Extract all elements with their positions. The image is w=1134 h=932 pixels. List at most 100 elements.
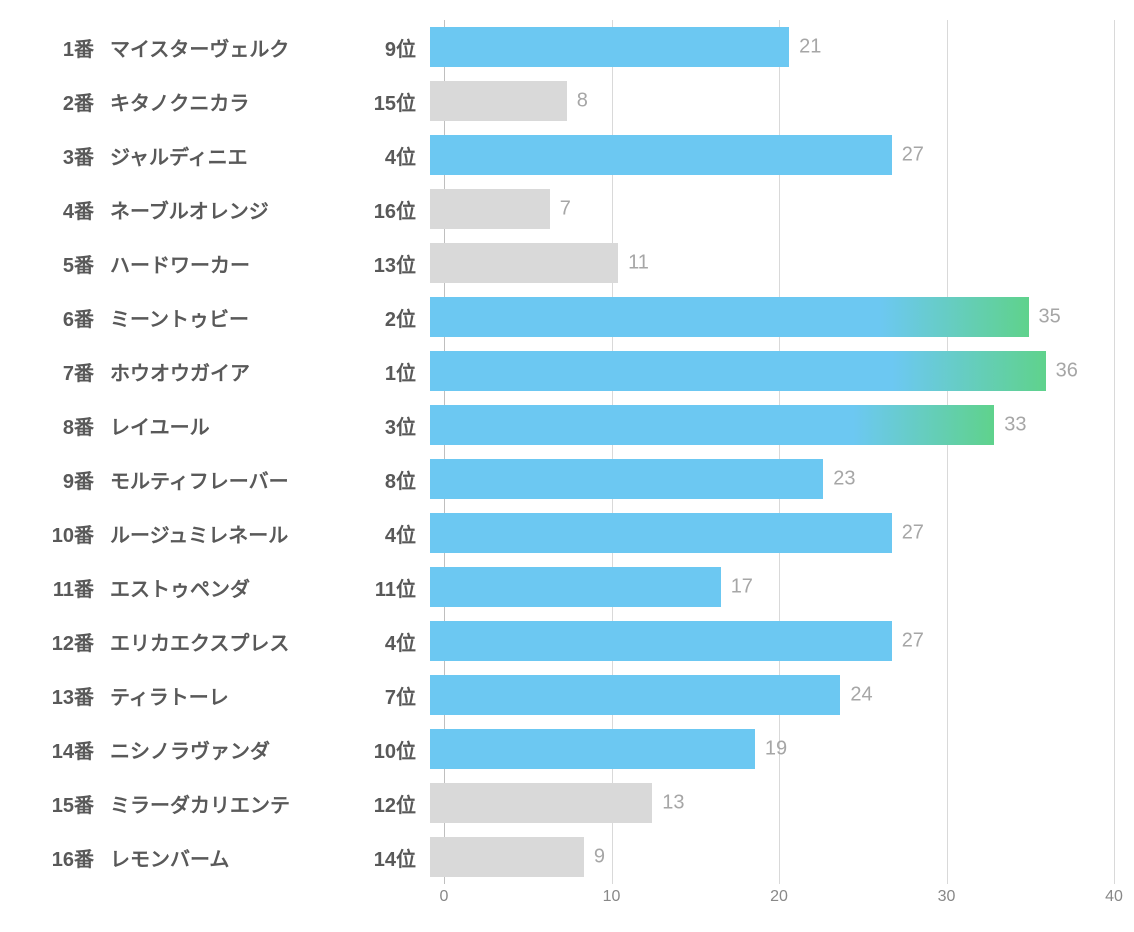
entry-rank: 13位	[330, 249, 430, 278]
chart-row: 1番マイスターヴェルク9位21	[20, 20, 1114, 74]
entry-number: 8番	[20, 411, 100, 440]
entry-number: 7番	[20, 357, 100, 386]
x-tick-label: 30	[938, 888, 956, 906]
bar-cell: 24	[430, 668, 1114, 722]
entry-number: 15番	[20, 789, 100, 818]
entry-rank: 7位	[330, 681, 430, 710]
bar-cell: 13	[430, 776, 1114, 830]
entry-number: 11番	[20, 573, 100, 602]
entry-number: 9番	[20, 465, 100, 494]
bar: 21	[430, 27, 789, 67]
entry-number: 6番	[20, 303, 100, 332]
horizontal-bar-chart: 1番マイスターヴェルク9位212番キタノクニカラ15位83番ジャルディニエ4位2…	[20, 20, 1114, 912]
bar-value-label: 23	[833, 468, 855, 491]
bar-value-label: 27	[902, 144, 924, 167]
bar: 33	[430, 405, 994, 445]
bar-value-label: 7	[560, 198, 571, 221]
entry-number: 5番	[20, 249, 100, 278]
chart-row: 16番レモンバーム14位9	[20, 830, 1114, 884]
bar-value-label: 27	[902, 522, 924, 545]
chart-row: 6番ミーントゥビー2位35	[20, 290, 1114, 344]
bar-cell: 19	[430, 722, 1114, 776]
bar-value-label: 27	[902, 630, 924, 653]
x-tick-label: 20	[770, 888, 788, 906]
chart-row: 8番レイユール3位33	[20, 398, 1114, 452]
entry-number: 16番	[20, 843, 100, 872]
bar: 9	[430, 837, 584, 877]
bar: 17	[430, 567, 721, 607]
x-axis-ticks: 010203040	[444, 888, 1114, 912]
bar-value-label: 21	[799, 36, 821, 59]
entry-name: エリカエクスプレス	[100, 627, 330, 656]
entry-name: ジャルディニエ	[100, 141, 330, 170]
entry-number: 12番	[20, 627, 100, 656]
bar-cell: 7	[430, 182, 1114, 236]
entry-name: ネーブルオレンジ	[100, 195, 330, 224]
x-tick-label: 10	[603, 888, 621, 906]
chart-row: 7番ホウオウガイア1位36	[20, 344, 1114, 398]
entry-rank: 3位	[330, 411, 430, 440]
bar: 23	[430, 459, 823, 499]
entry-number: 10番	[20, 519, 100, 548]
bar: 24	[430, 675, 840, 715]
bar-value-label: 8	[577, 90, 588, 113]
entry-name: エストゥペンダ	[100, 573, 330, 602]
bar: 11	[430, 243, 618, 283]
chart-row: 4番ネーブルオレンジ16位7	[20, 182, 1114, 236]
chart-row: 9番モルティフレーバー8位23	[20, 452, 1114, 506]
bar: 13	[430, 783, 652, 823]
bar-value-label: 13	[662, 792, 684, 815]
bar-value-label: 11	[628, 252, 649, 275]
entry-name: ニシノラヴァンダ	[100, 735, 330, 764]
entry-rank: 8位	[330, 465, 430, 494]
bar-cell: 8	[430, 74, 1114, 128]
chart-row: 11番エストゥペンダ11位17	[20, 560, 1114, 614]
entry-name: レイユール	[100, 411, 330, 440]
chart-row: 15番ミラーダカリエンテ12位13	[20, 776, 1114, 830]
bar: 35	[430, 297, 1029, 337]
entry-rank: 4位	[330, 519, 430, 548]
bar-cell: 11	[430, 236, 1114, 290]
bar-cell: 35	[430, 290, 1114, 344]
bar-cell: 36	[430, 344, 1114, 398]
chart-rows: 1番マイスターヴェルク9位212番キタノクニカラ15位83番ジャルディニエ4位2…	[20, 20, 1114, 884]
bar-cell: 9	[430, 830, 1114, 884]
chart-row: 2番キタノクニカラ15位8	[20, 74, 1114, 128]
entry-number: 13番	[20, 681, 100, 710]
chart-row: 5番ハードワーカー13位11	[20, 236, 1114, 290]
bar: 8	[430, 81, 567, 121]
chart-row: 10番ルージュミレネール4位27	[20, 506, 1114, 560]
entry-rank: 16位	[330, 195, 430, 224]
entry-rank: 12位	[330, 789, 430, 818]
chart-row: 3番ジャルディニエ4位27	[20, 128, 1114, 182]
bar-cell: 27	[430, 614, 1114, 668]
bar: 27	[430, 621, 892, 661]
bar-cell: 27	[430, 128, 1114, 182]
gridline	[1114, 20, 1115, 884]
entry-name: レモンバーム	[100, 843, 330, 872]
bar-value-label: 35	[1039, 306, 1061, 329]
plot-area: 1番マイスターヴェルク9位212番キタノクニカラ15位83番ジャルディニエ4位2…	[20, 20, 1114, 884]
x-tick-label: 0	[440, 888, 449, 906]
bar-value-label: 19	[765, 738, 787, 761]
entry-name: ルージュミレネール	[100, 519, 330, 548]
bar: 27	[430, 513, 892, 553]
entry-name: モルティフレーバー	[100, 465, 330, 494]
entry-number: 3番	[20, 141, 100, 170]
entry-name: ミーントゥビー	[100, 303, 330, 332]
entry-rank: 2位	[330, 303, 430, 332]
bar-value-label: 9	[594, 846, 605, 869]
entry-rank: 15位	[330, 87, 430, 116]
entry-name: ミラーダカリエンテ	[100, 789, 330, 818]
bar-cell: 23	[430, 452, 1114, 506]
bar-value-label: 33	[1004, 414, 1026, 437]
bar: 7	[430, 189, 550, 229]
entry-name: ハードワーカー	[100, 249, 330, 278]
x-axis: 010203040	[20, 888, 1114, 912]
entry-number: 4番	[20, 195, 100, 224]
chart-row: 12番エリカエクスプレス4位27	[20, 614, 1114, 668]
bar-cell: 17	[430, 560, 1114, 614]
entry-number: 1番	[20, 33, 100, 62]
entry-rank: 11位	[330, 573, 430, 602]
x-tick-label: 40	[1105, 888, 1123, 906]
